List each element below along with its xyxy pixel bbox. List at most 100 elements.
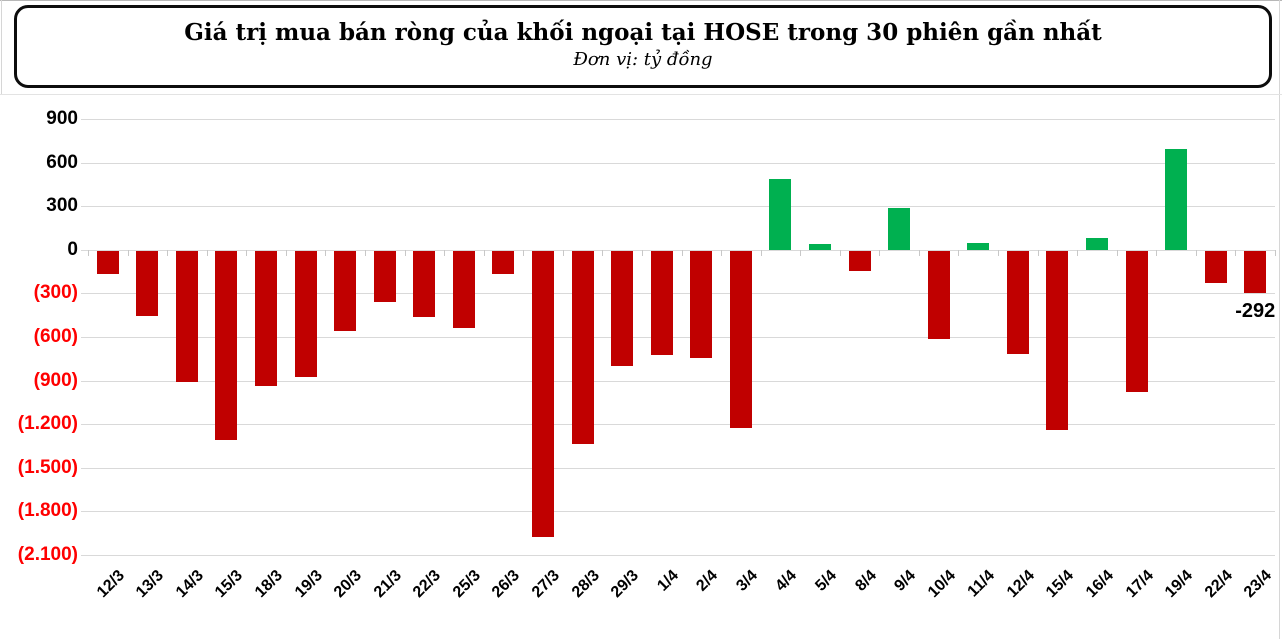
- cell-border-line: [0, 94, 1282, 95]
- gridline-(1.800): [88, 511, 1275, 513]
- bar-2/4: [690, 250, 713, 358]
- y-axis-tick: [81, 424, 88, 426]
- x-axis-tick: [1037, 249, 1039, 256]
- y-axis-tick: [81, 206, 88, 208]
- x-axis-tick: [641, 249, 643, 256]
- y-axis-label: 300: [46, 195, 78, 217]
- x-axis-tick: [285, 249, 287, 256]
- x-axis-tick: [998, 249, 1000, 256]
- y-axis-tick: [81, 293, 88, 295]
- x-axis-tick: [1116, 249, 1118, 256]
- y-axis-tick: [81, 555, 88, 556]
- y-axis-tick: [81, 249, 88, 251]
- y-axis-label: (1.200): [17, 413, 78, 435]
- y-axis-label: (1.800): [17, 500, 78, 522]
- x-axis-tick: [325, 249, 327, 256]
- y-axis-label: (2.100): [17, 544, 78, 565]
- bar-16/4: [1085, 238, 1108, 250]
- gridline-300: [88, 206, 1275, 208]
- y-axis-tick: [81, 119, 88, 120]
- bar-20/3: [334, 250, 357, 332]
- x-axis-tick: [127, 249, 129, 256]
- gridline-600: [88, 162, 1275, 164]
- bar-23/4: [1244, 250, 1267, 294]
- bar-22/4: [1204, 250, 1227, 283]
- bar-9/4: [888, 208, 911, 250]
- bar-21/3: [373, 250, 396, 303]
- x-axis-tick: [404, 249, 406, 256]
- x-axis-tick: [602, 249, 604, 256]
- bar-1/4: [650, 250, 673, 356]
- bar-18/3: [255, 250, 278, 386]
- bar-12/3: [96, 250, 119, 275]
- x-axis-tick: [246, 249, 248, 256]
- x-axis-tick: [760, 249, 762, 256]
- bar-14/3: [175, 250, 198, 382]
- x-axis-tick: [1195, 249, 1197, 256]
- gridline-(300): [88, 293, 1275, 295]
- bar-8/4: [848, 250, 871, 272]
- x-axis-tick: [839, 249, 841, 256]
- x-axis-tick: [483, 249, 485, 256]
- bar-19/4: [1165, 148, 1188, 250]
- gridline-(1.200): [88, 424, 1275, 426]
- bar-5/4: [808, 243, 831, 250]
- x-axis-tick: [681, 249, 683, 256]
- x-axis-tick: [918, 249, 920, 256]
- screenshot-right-edge-line: [1279, 0, 1280, 639]
- gridline-900: [88, 119, 1275, 120]
- chart-title-box: Giá trị mua bán ròng của khối ngoại tại …: [14, 5, 1272, 88]
- chart-title: Giá trị mua bán ròng của khối ngoại tại …: [184, 19, 1102, 46]
- bar-27/3: [532, 250, 555, 538]
- y-axis-label: (300): [33, 282, 78, 304]
- gridline-(1.500): [88, 467, 1275, 469]
- gridline-(2.100): [88, 555, 1275, 556]
- bar-15/3: [215, 250, 238, 440]
- x-axis-tick: [800, 249, 802, 256]
- bar-25/3: [452, 250, 475, 328]
- bar-22/3: [413, 250, 436, 317]
- bar-3/4: [729, 250, 752, 429]
- screenshot-top-edge-line: [0, 0, 1282, 1]
- x-axis-tick: [562, 249, 564, 256]
- screenshot-left-edge-line: [1, 0, 2, 94]
- x-axis-tick: [167, 249, 169, 256]
- y-axis-label: 900: [46, 108, 78, 129]
- y-axis-tick: [81, 162, 88, 164]
- y-axis-label: 0: [67, 238, 78, 260]
- bar-19/3: [294, 250, 317, 377]
- y-axis-tick: [81, 337, 88, 338]
- y-axis-tick: [81, 467, 88, 469]
- x-axis-tick: [88, 249, 89, 256]
- y-axis-tick: [81, 511, 88, 513]
- gridline-(600): [88, 337, 1275, 338]
- x-axis-tick: [523, 249, 525, 256]
- bar-10/4: [927, 250, 950, 340]
- bar-13/3: [136, 250, 159, 317]
- x-axis-tick: [958, 249, 960, 256]
- bar-4/4: [769, 178, 792, 250]
- y-axis-label: (600): [33, 326, 78, 347]
- x-axis-tick: [1156, 249, 1158, 256]
- x-axis-tick: [444, 249, 446, 256]
- bar-17/4: [1125, 250, 1148, 393]
- data-label-23/4: -292: [1235, 300, 1276, 323]
- bar-28/3: [571, 250, 594, 445]
- y-axis-label: 600: [46, 151, 78, 173]
- x-axis-tick: [206, 249, 208, 256]
- y-axis-tick: [81, 380, 88, 382]
- x-axis-tick: [1077, 249, 1079, 256]
- bar-12/4: [1006, 250, 1029, 354]
- gridline-(900): [88, 380, 1275, 382]
- x-axis-tick: [364, 249, 366, 256]
- bar-11/4: [967, 242, 990, 250]
- bar-29/3: [611, 250, 634, 366]
- x-axis-tick: [1275, 249, 1276, 256]
- x-axis-tick: [879, 249, 881, 256]
- bar-15/4: [1046, 250, 1069, 431]
- bar-26/3: [492, 250, 515, 275]
- x-axis-tick: [1235, 249, 1237, 256]
- chart-subtitle: Đơn vị: tỷ đồng: [573, 49, 713, 70]
- y-axis-label: (900): [33, 369, 78, 391]
